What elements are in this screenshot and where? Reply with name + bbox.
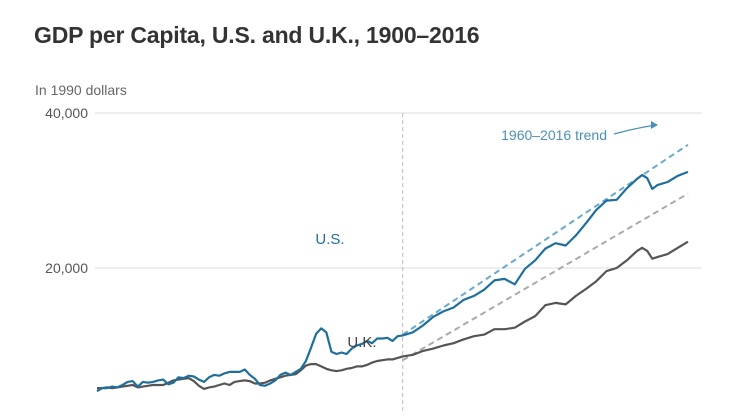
annotations: U.S. U.K. 1960–2016 trend <box>315 121 658 351</box>
chart-title: GDP per Capita, U.S. and U.K., 1900–2016 <box>34 22 480 48</box>
series-line-uk <box>97 240 689 390</box>
y-tick-label: 40,000 <box>45 105 88 121</box>
trend-arrowhead <box>651 121 658 129</box>
series-line-us <box>96 170 689 393</box>
series-lines <box>96 170 689 393</box>
trend-label: 1960–2016 trend <box>501 127 607 143</box>
us-label: U.S. <box>315 231 344 248</box>
trend-arrow <box>613 124 657 135</box>
trend-line-1 <box>402 192 689 362</box>
uk-label: U.K. <box>347 334 376 351</box>
y-tick-label: 20,000 <box>45 260 88 276</box>
gridlines: 20,000 40,000 <box>45 105 702 414</box>
y-axis-label: In 1990 dollars <box>35 82 127 98</box>
